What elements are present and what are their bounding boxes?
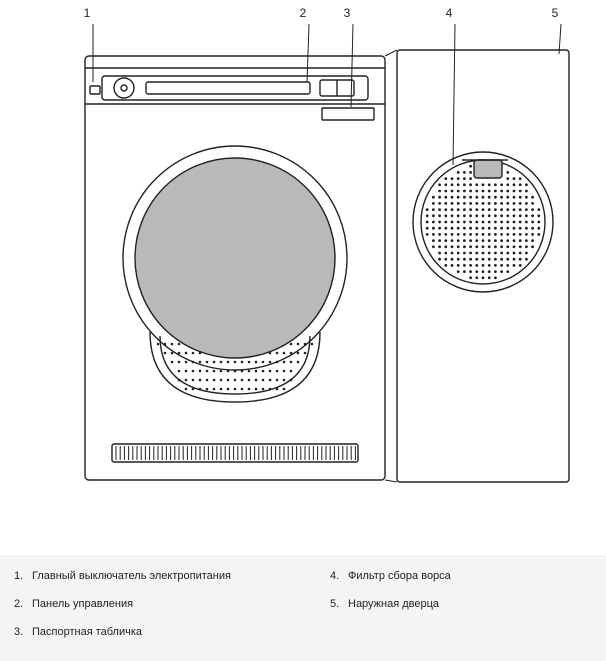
legend-num: 3. [14,626,32,638]
legend-left-column: 1. Главный выключатель электропитания 2.… [14,570,231,654]
legend-num: 5. [330,598,348,610]
callout-1: 1 [80,6,94,20]
callout-5: 5 [548,6,562,20]
page: 1 2 3 4 5 1. Главный выключатель электро… [0,0,606,661]
legend-num: 1. [14,570,32,582]
legend-text: Паспортная табличка [32,626,142,638]
legend-item-4: 4. Фильтр сбора ворса [330,570,451,582]
legend-right-column: 4. Фильтр сбора ворса 5. Наружная дверца [330,570,451,626]
legend-item-3: 3. Паспортная табличка [14,626,231,638]
legend-item-5: 5. Наружная дверца [330,598,451,610]
callout-3: 3 [340,6,354,20]
legend-item-2: 2. Панель управления [14,598,231,610]
legend-item-1: 1. Главный выключатель электропитания [14,570,231,582]
legend-num: 2. [14,598,32,610]
legend-text: Наружная дверца [348,598,439,610]
legend-text: Главный выключатель электропитания [32,570,231,582]
callout-4: 4 [442,6,456,20]
legend-text: Панель управления [32,598,133,610]
diagram-svg [0,0,606,530]
legend-num: 4. [330,570,348,582]
legend-text: Фильтр сбора ворса [348,570,451,582]
callout-2: 2 [296,6,310,20]
appliance-diagram: 1 2 3 4 5 [0,0,606,530]
